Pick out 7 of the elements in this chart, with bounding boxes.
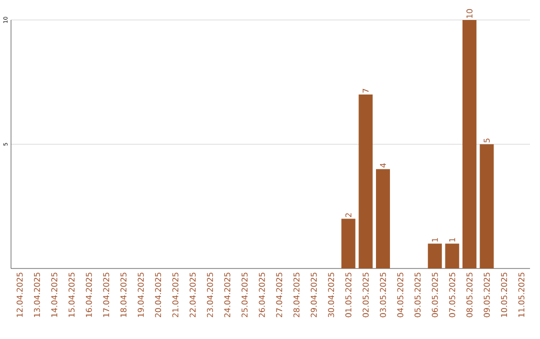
bar <box>462 20 476 268</box>
bar <box>341 218 356 268</box>
bar <box>480 144 494 268</box>
bar <box>358 94 373 268</box>
bar <box>376 168 390 268</box>
bar <box>445 243 460 268</box>
bar <box>428 243 442 268</box>
